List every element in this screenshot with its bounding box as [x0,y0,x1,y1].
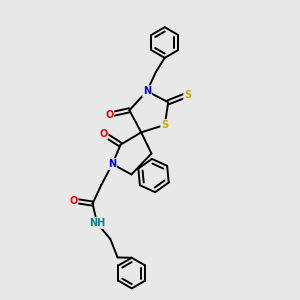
Text: S: S [161,120,168,130]
Text: NH: NH [89,218,105,228]
Text: N: N [108,159,116,169]
Text: S: S [184,90,191,100]
Text: O: O [99,129,108,139]
Text: O: O [105,110,113,120]
Text: O: O [69,196,78,206]
Text: N: N [143,86,151,96]
